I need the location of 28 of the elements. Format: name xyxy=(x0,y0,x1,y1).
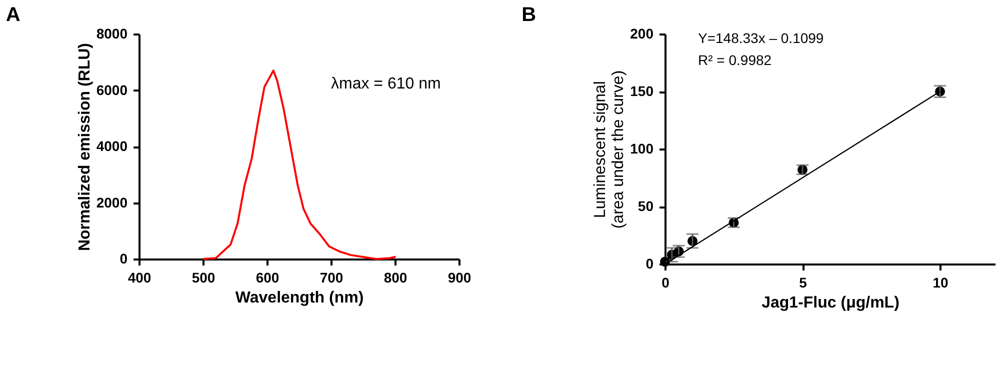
x-tick-label: 0 xyxy=(662,274,670,290)
y-axis-title: Normalized emission (RLU) xyxy=(76,42,94,252)
x-axis-title: Jag1-Fluc (μg/mL) xyxy=(762,294,900,312)
chart-title: A xyxy=(6,4,20,26)
x-tick-label: 500 xyxy=(192,270,216,286)
y-tick-label: 2000 xyxy=(96,194,128,210)
y-tick-label: 150 xyxy=(630,83,654,99)
chart-title: B xyxy=(522,4,536,26)
annotation: λmax = 610 nm xyxy=(331,76,441,92)
annotation: R² = 0.9982 xyxy=(698,52,772,68)
y-tick-label: 0 xyxy=(120,250,128,266)
y-tick-label: 0 xyxy=(646,256,654,272)
x-tick-label: 600 xyxy=(256,270,280,286)
x-tick-label: 900 xyxy=(448,270,472,286)
x-tick-label: 5 xyxy=(799,274,808,290)
y-tick-label: 100 xyxy=(630,140,654,156)
y-tick-label: 4000 xyxy=(96,138,128,154)
x-tick-label: 400 xyxy=(128,270,152,286)
y-tick-label: 8000 xyxy=(96,26,128,42)
y-tick-label: 6000 xyxy=(96,82,128,98)
x-tick-label: 700 xyxy=(320,270,344,286)
x-tick-label: 10 xyxy=(932,274,948,290)
y-axis-title: Luminescent signal (area under the curve) xyxy=(592,70,628,229)
x-axis-title: Wavelength (nm) xyxy=(235,290,364,306)
y-tick-label: 50 xyxy=(638,198,654,214)
x-tick-label: 800 xyxy=(384,270,408,286)
annotation: Y=148.33x – 0.1099 xyxy=(698,30,824,46)
y-tick-label: 200 xyxy=(630,26,654,42)
